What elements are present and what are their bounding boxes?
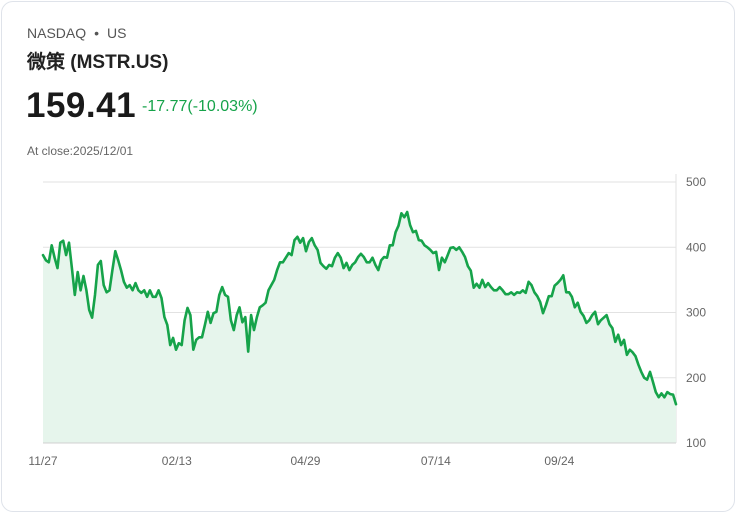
- y-tick-label: 100: [686, 436, 706, 450]
- x-tick-label: 09/24: [544, 454, 574, 468]
- price-change: -17.77(-10.03%): [142, 98, 258, 115]
- stock-title: 微策 (MSTR.US): [27, 52, 169, 73]
- close-date: At close:2025/12/01: [27, 144, 134, 158]
- x-tick-label: 04/29: [290, 454, 320, 468]
- price-area-fill: [43, 212, 676, 443]
- x-tick-label: 07/14: [421, 454, 451, 468]
- x-tick-label: 02/13: [162, 454, 192, 468]
- y-tick-label: 400: [686, 240, 706, 254]
- market-label: US: [107, 25, 127, 41]
- current-price: 159.41: [26, 86, 137, 125]
- exchange-info: NASDAQ • US: [27, 25, 126, 41]
- x-tick-label: 11/27: [28, 454, 57, 468]
- y-tick-label: 200: [686, 371, 706, 385]
- price-line: [41, 210, 678, 406]
- y-tick-label: 500: [686, 175, 706, 189]
- y-tick-label: 300: [686, 306, 706, 320]
- exchange-label: NASDAQ: [27, 25, 87, 41]
- separator-dot: •: [94, 25, 100, 41]
